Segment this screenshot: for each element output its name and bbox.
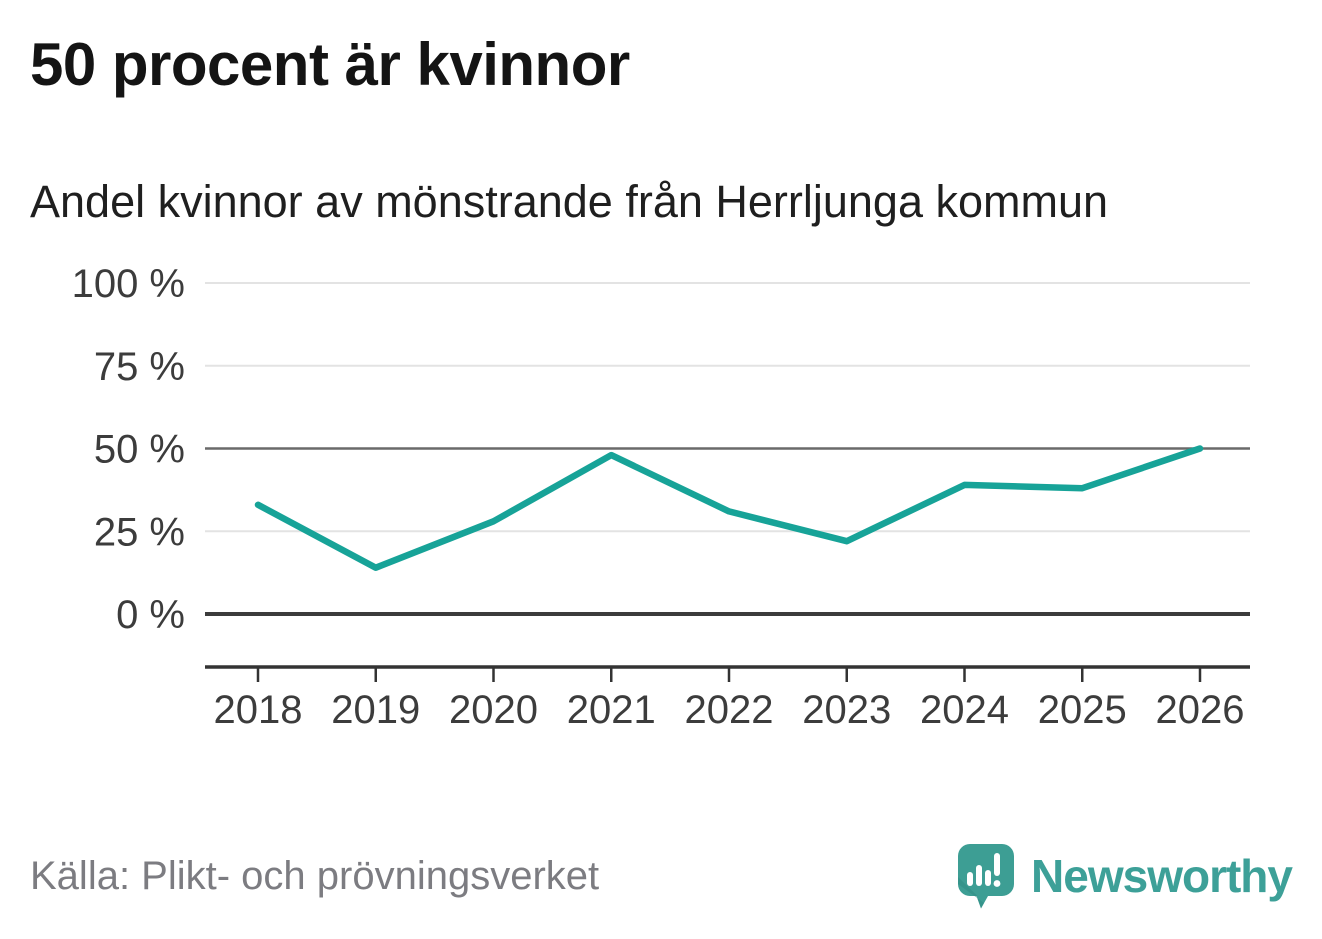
line-chart: 2018 2019 2020 2021 2022 2023 2024 2025 2026 0 % 2… — [0, 255, 1322, 735]
y-tick-label: 100 % — [72, 262, 185, 306]
x-tick-label: 2022 — [685, 688, 774, 732]
x-tick-label: 2025 — [1038, 688, 1127, 732]
y-tick-label: 50 % — [94, 428, 185, 472]
y-tick-label: 25 % — [94, 510, 185, 554]
x-tick-label: 2018 — [214, 688, 303, 732]
chart-subtitle: Andel kvinnor av mönstrande från Herrlju… — [30, 176, 1109, 227]
x-tick-label: 2021 — [567, 688, 656, 732]
chart-title: 50 procent är kvinnor — [30, 31, 630, 98]
x-tick-label: 2020 — [449, 688, 538, 732]
source-note: Källa: Plikt- och prövningsverket — [30, 853, 600, 898]
x-tick-label: 2024 — [920, 688, 1009, 732]
x-tick-label: 2023 — [802, 688, 891, 732]
y-tick-label: 75 % — [94, 345, 185, 389]
chart-footer: Källa: Plikt- och prövningsverket Newswo… — [30, 840, 1293, 912]
data-line — [254, 445, 1204, 571]
x-tick-label: 2026 — [1156, 688, 1245, 732]
chart-canvas: 2018 2019 2020 2021 2022 2023 2024 2025 2026 0 % 2… — [72, 262, 1250, 732]
x-tick-label: 2019 — [331, 688, 420, 732]
newsworthy-logo: Newsworthy — [957, 843, 1293, 909]
newsworthy-logo-icon — [958, 844, 1015, 909]
newsworthy-logo-text: Newsworthy — [1031, 850, 1293, 902]
y-tick-label: 0 % — [116, 593, 185, 637]
